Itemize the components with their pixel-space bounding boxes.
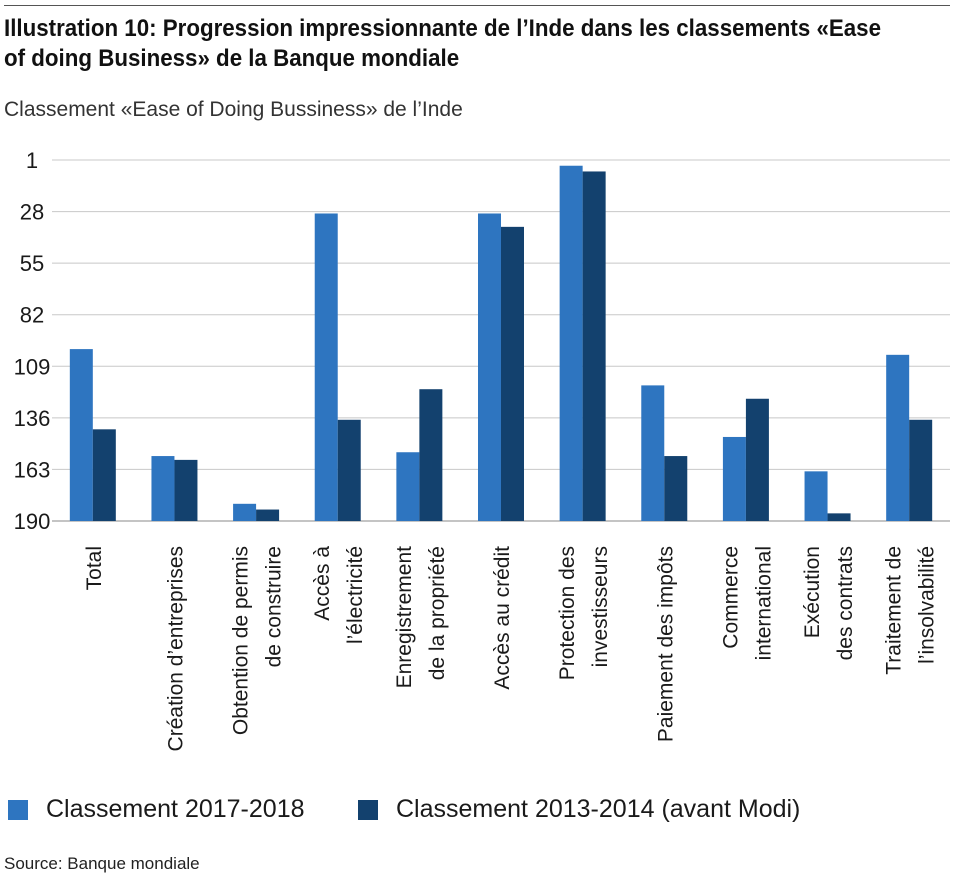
legend-item-series1: Classement 2017-2018 [8,795,305,824]
bar-1-5 [396,452,420,521]
bar-2-2 [174,459,198,521]
y-tick-label: 82 [20,303,44,328]
bar-2-3 [256,509,280,521]
bar-1-2 [151,456,175,521]
chart-subtitle: Classement «Ease of Doing Bussiness» de … [4,98,463,121]
top-rule [4,5,950,6]
x-tick-label: Exécution des contrats [801,546,857,660]
x-tick-label: Obtention de permis de construire [230,546,286,735]
bar-1-9 [722,436,746,521]
y-tick-label: 190 [14,509,51,534]
bar-2-4 [337,419,361,521]
bar-2-8 [664,456,688,521]
legend-swatch-series1 [8,799,28,820]
bar-1-10 [804,471,828,521]
x-tick-label: Commerce international [719,546,775,660]
x-tick-label: Création d’entreprises [164,546,187,751]
bar-1-8 [641,385,665,521]
y-tick-label: 136 [14,406,51,431]
legend-item-series2: Classement 2013-2014 (avant Modi) [358,795,800,824]
y-tick-label: 28 [20,200,44,225]
bar-chart: 1 28 55 82 109 136 163 190 Total Création d’entre… [14,148,950,751]
source-note: Source: Banque mondiale [4,854,200,873]
bar-2-6 [501,226,524,521]
x-tick-label: Traitement de l’insolvabilité [883,546,939,675]
legend: Classement 2017-2018 Classement 2013-201… [8,795,948,831]
bar-1-1 [69,349,93,521]
y-tick-label: 1 [26,148,38,173]
x-tick-label: Accès au crédit [491,546,514,690]
legend-label-series1: Classement 2017-2018 [46,795,305,823]
x-tick-label: Enregistrement de la propriété [393,546,449,689]
bar-1-6 [478,213,501,521]
bar-1-11 [886,354,910,521]
y-tick-label: 55 [20,251,44,276]
bar-1-3 [233,503,257,521]
bar-2-11 [909,419,933,521]
bar-2-7 [582,171,606,521]
bar-2-9 [745,398,769,521]
x-tick-label: Paiement des impôts [654,546,677,742]
bar-2-5 [419,389,443,521]
bar-1-7 [559,165,583,521]
y-tick-label: 163 [14,457,51,482]
legend-label-series2: Classement 2013-2014 (avant Modi) [396,795,801,823]
bar-1-4 [314,213,338,521]
x-tick-label: Protection des investisseurs [556,546,612,680]
chart-title: Illustration 10: Progression impressionn… [4,15,882,72]
x-tick-label: Total [83,546,106,590]
legend-swatch-series2 [358,799,378,820]
y-tick-label: 109 [14,354,51,379]
bar-2-1 [92,429,116,521]
x-tick-label: Accès à l’électricité [311,546,367,644]
bar-2-10 [827,513,851,521]
